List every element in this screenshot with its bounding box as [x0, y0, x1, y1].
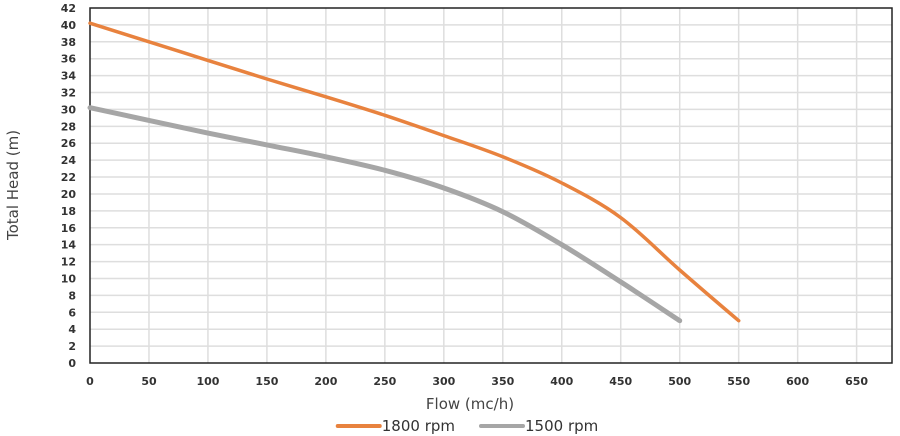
x-tick-label: 200: [314, 375, 337, 388]
legend: 1800 rpm 1500 rpm: [335, 417, 598, 435]
y-tick-label: 34: [61, 70, 77, 83]
y-tick-label: 22: [61, 171, 76, 184]
x-axis-title: Flow (mc/h): [426, 395, 514, 413]
x-tick-label: 650: [845, 375, 868, 388]
x-tick-label: 400: [550, 375, 573, 388]
y-tick-label: 38: [61, 36, 76, 49]
y-axis-title: Total Head (m): [4, 130, 22, 241]
x-tick-label: 150: [255, 375, 278, 388]
x-tick-label: 300: [432, 375, 455, 388]
y-tick-label: 18: [61, 205, 76, 218]
legend-label: 1500 rpm: [525, 417, 598, 435]
plot-area-frame: [89, 7, 893, 364]
y-tick-label: 20: [61, 188, 77, 201]
x-tick-label: 600: [786, 375, 809, 388]
grid-lines: [90, 8, 892, 363]
series-layer: [87, 21, 741, 324]
x-tick-label: 350: [491, 375, 514, 388]
y-tick-label: 26: [61, 137, 77, 150]
x-tick-label: 450: [609, 375, 632, 388]
y-tick-label: 28: [61, 120, 76, 133]
x-tick-label: 50: [141, 375, 157, 388]
y-tick-label: 40: [61, 19, 77, 32]
y-tick-label: 2: [68, 340, 76, 353]
x-tick-label: 250: [373, 375, 396, 388]
x-axis-tick-labels: 0 50 100 150 200 250 300 350 400 450 500 550 600 650: [86, 375, 868, 388]
y-tick-label: 4: [68, 323, 76, 336]
y-tick-label: 30: [61, 103, 77, 116]
y-tick-label: 6: [68, 306, 76, 319]
x-tick-label: 550: [727, 375, 750, 388]
y-tick-label: 36: [61, 53, 77, 66]
y-tick-label: 14: [61, 239, 77, 252]
x-tick-label: 500: [668, 375, 691, 388]
y-tick-label: 10: [61, 272, 77, 285]
y-tick-label: 42: [61, 2, 76, 15]
y-tick-label: 12: [61, 256, 76, 269]
legend-label: 1800 rpm: [382, 417, 455, 435]
x-tick-label: 0: [86, 375, 94, 388]
series-line-1800-rpm: [88, 21, 741, 323]
x-tick-label: 100: [196, 375, 219, 388]
y-tick-label: 24: [61, 154, 77, 167]
y-tick-label: 32: [61, 87, 76, 100]
series-line-1500-rpm: [87, 105, 683, 324]
y-tick-label: 16: [61, 222, 77, 235]
y-tick-label: 0: [68, 357, 76, 370]
y-tick-label: 8: [68, 289, 76, 302]
